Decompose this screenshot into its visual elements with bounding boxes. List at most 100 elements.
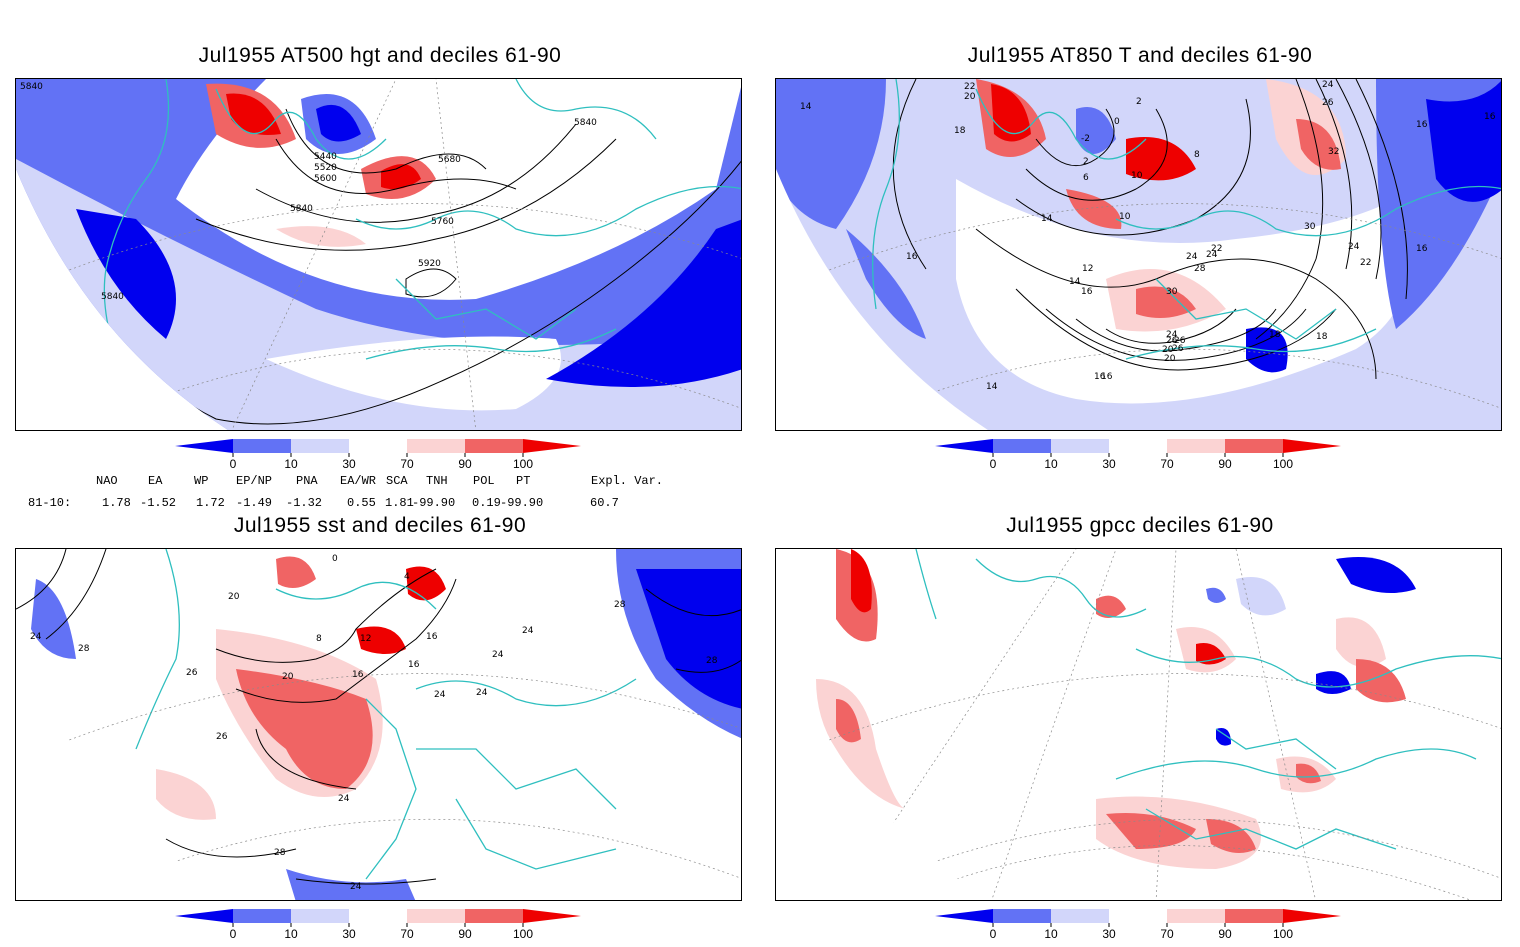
colorbar-tick-label: 70 bbox=[400, 457, 414, 471]
panel-title-gpcc: Jul1955 gpcc deciles 61-90 bbox=[1006, 514, 1274, 537]
contour-label: 0 bbox=[1114, 117, 1120, 127]
contour-label: 26 bbox=[186, 668, 198, 678]
contour-label: 24 bbox=[492, 650, 504, 660]
colorbar-segment bbox=[935, 439, 993, 453]
contour-label: 20 bbox=[964, 92, 976, 102]
contour-label: 20 bbox=[228, 592, 240, 602]
colorbar-segment bbox=[935, 909, 993, 923]
contour-label: 22 bbox=[1211, 244, 1222, 254]
colorbar-tick-label: 0 bbox=[990, 457, 997, 471]
colorbar-svg: 0 10 30 70 90 100 bbox=[175, 909, 581, 941]
index-header: PNA bbox=[296, 474, 318, 488]
colorbar-segment bbox=[349, 439, 407, 453]
contour-label: 26 bbox=[1166, 336, 1178, 346]
contour-label: 30 bbox=[1304, 222, 1316, 232]
contour-label: 26 bbox=[1174, 336, 1186, 346]
index-header: SCA bbox=[386, 474, 408, 488]
contour-label: 24 bbox=[476, 688, 488, 698]
colorbar-segment bbox=[1109, 909, 1167, 923]
index-value: -99.90 bbox=[500, 496, 544, 510]
colorbar-tick-label: 30 bbox=[342, 457, 356, 471]
contour-label: 14 bbox=[1069, 277, 1081, 287]
contour-label: 24 bbox=[522, 626, 534, 636]
map-panel-hgt: 5840 5440 5520 5600 5680 5840 5760 5920 … bbox=[15, 78, 742, 431]
contour-label: 16 bbox=[426, 632, 438, 642]
contour-label: 5840 bbox=[101, 292, 124, 302]
contour-label: 24 bbox=[350, 882, 362, 892]
index-header: WP bbox=[194, 474, 209, 488]
index-value: 60.7 bbox=[590, 496, 619, 510]
contour-label: 2 bbox=[1083, 157, 1089, 167]
colorbar-segment bbox=[407, 439, 465, 453]
contour-label: 14 bbox=[986, 382, 998, 392]
colorbar-tick-label: 10 bbox=[1044, 457, 1058, 471]
colorbar-tick-label: 30 bbox=[1102, 927, 1116, 941]
index-row-label: 81-10: bbox=[28, 496, 72, 510]
index-value: -1.32 bbox=[286, 496, 323, 510]
map-t850: 22 20 18 14 2 0 -2 2 6 8 10 10 14 16 16 … bbox=[776, 79, 1501, 430]
contour-label: 10 bbox=[1119, 212, 1131, 222]
contour-label: 5840 bbox=[574, 118, 597, 128]
index-value: -1.52 bbox=[140, 496, 177, 510]
colorbar-svg: 0 10 30 70 90 100 bbox=[175, 439, 581, 471]
contour-label: 16 bbox=[1416, 244, 1428, 254]
contour-label: 5680 bbox=[438, 155, 461, 165]
contour-label: 20 bbox=[282, 672, 294, 682]
colorbar-segment bbox=[523, 439, 581, 453]
contour-label: 8 bbox=[1194, 150, 1200, 160]
map-gpcc bbox=[776, 549, 1501, 900]
index-header: EP/NP bbox=[236, 474, 273, 488]
contour-label: 14 bbox=[1041, 214, 1053, 224]
contour-label: 24 bbox=[1186, 252, 1198, 262]
teleconnection-indices: NAO EA WP EP/NP PNA EA/WR SCA TNH POL PT… bbox=[0, 474, 760, 514]
colorbar-tick-label: 30 bbox=[342, 927, 356, 941]
colorbar-tick-label: 10 bbox=[1044, 927, 1058, 941]
contour-label: 18 bbox=[1316, 332, 1328, 342]
colorbar-tick-label: 0 bbox=[990, 927, 997, 941]
contour-label: 16 bbox=[408, 660, 420, 670]
contour-label: 32 bbox=[1328, 147, 1339, 157]
contour-label: 16 bbox=[1484, 112, 1496, 122]
colorbar-tick-label: 100 bbox=[1273, 927, 1293, 941]
contour-label: 5760 bbox=[431, 217, 454, 227]
contour-label: 2 bbox=[1136, 97, 1142, 107]
contour-label: -2 bbox=[1081, 134, 1090, 144]
contour-label: 22 bbox=[1360, 258, 1371, 268]
map-hgt: 5840 5440 5520 5600 5680 5840 5760 5920 … bbox=[16, 79, 741, 430]
contour-label: 26 bbox=[216, 732, 228, 742]
contour-label: 10 bbox=[1131, 171, 1143, 181]
contour-label: 28 bbox=[1194, 264, 1206, 274]
colorbar-tick-label: 0 bbox=[230, 927, 237, 941]
map-sst: 0 20 24 28 26 4 8 12 16 20 16 16 24 24 2… bbox=[16, 549, 741, 900]
colorbar-t850: 0 10 30 70 90 100 bbox=[935, 438, 1345, 472]
index-value: 1.81 bbox=[385, 496, 414, 510]
contour-label: 14 bbox=[800, 102, 812, 112]
colorbar-segment bbox=[1225, 909, 1283, 923]
colorbar-segment bbox=[465, 909, 523, 923]
colorbar-segment bbox=[233, 439, 291, 453]
colorbar-segment bbox=[1225, 439, 1283, 453]
colorbar-gpcc: 0 10 30 70 90 100 bbox=[935, 908, 1345, 942]
colorbar-tick-label: 90 bbox=[458, 927, 472, 941]
panel-title-hgt: Jul1955 AT500 hgt and deciles 61-90 bbox=[198, 44, 562, 67]
index-header: PT bbox=[516, 474, 531, 488]
index-value: -1.49 bbox=[236, 496, 273, 510]
contour-label: 20 bbox=[1164, 354, 1176, 364]
colorbar-tick-label: 100 bbox=[513, 927, 533, 941]
colorbar-tick-label: 90 bbox=[1218, 927, 1232, 941]
contour-label: 28 bbox=[706, 656, 718, 666]
index-value: -99.90 bbox=[412, 496, 456, 510]
contour-label: 30 bbox=[1166, 287, 1178, 297]
contour-label: 5840 bbox=[290, 204, 313, 214]
colorbar-segment bbox=[993, 439, 1051, 453]
contour-label: 22 bbox=[964, 82, 975, 92]
colorbar-segment bbox=[407, 909, 465, 923]
contour-label: 0 bbox=[332, 554, 338, 564]
contour-label: 4 bbox=[404, 572, 410, 582]
contour-label: 16 bbox=[906, 252, 918, 262]
contour-label: 5840 bbox=[20, 82, 43, 92]
colorbar-segment bbox=[465, 439, 523, 453]
contour-label: 16 bbox=[1094, 372, 1106, 382]
contour-label: 24 bbox=[1166, 330, 1178, 340]
contour-label: 12 bbox=[360, 634, 371, 644]
